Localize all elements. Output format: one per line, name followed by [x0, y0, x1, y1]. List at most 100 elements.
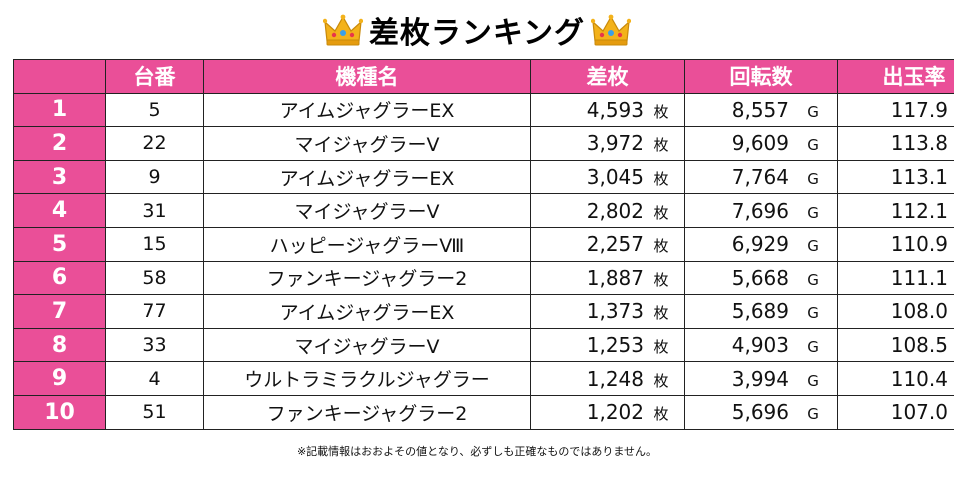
payout-rate-unit: %: [948, 135, 954, 155]
sa-unit: 枚: [653, 237, 669, 256]
rank-cell: 9: [13, 361, 106, 396]
payout-rate-unit: %: [948, 270, 954, 290]
payout-rate-unit: %: [948, 102, 954, 122]
sa-value: 2,257: [586, 232, 644, 257]
payout-rate-value: 108.5: [890, 333, 948, 358]
payout-rate-value: 117.9: [890, 97, 948, 122]
crown-icon: [591, 14, 632, 46]
payout-rate-unit: %: [948, 203, 954, 223]
sa-unit: 枚: [653, 338, 669, 357]
payout-rate-value: 113.8: [890, 131, 948, 156]
spins-cell: 9,609 G: [684, 126, 838, 161]
crown-icon: [322, 14, 363, 46]
rank-cell: 3: [13, 159, 106, 195]
machine-name-cell: ウルトラミラクルジャグラー: [203, 361, 531, 396]
rank-cell: 8: [13, 327, 106, 363]
spins-unit: G: [807, 405, 819, 424]
spins-unit: G: [807, 136, 819, 155]
sa-unit: 枚: [653, 304, 669, 323]
sa-value: 1,373: [586, 299, 644, 324]
payout-rate-value: 111.1: [890, 265, 948, 290]
payout-rate-cell: 108.0%: [837, 294, 954, 329]
sa-unit: 枚: [653, 136, 669, 155]
payout-rate-value: 107.0: [890, 400, 948, 425]
spins-value: 7,696: [731, 198, 789, 223]
sa-value: 3,045: [586, 165, 644, 190]
spins-value: 3,994: [731, 366, 789, 391]
machine-number-cell: 58: [105, 260, 204, 296]
machine-number-cell: 5: [105, 92, 204, 128]
machine-name-cell: アイムジャグラーEX: [203, 92, 531, 128]
sa-cell: 4,593 枚: [530, 92, 685, 128]
payout-rate-cell: 110.9%: [837, 226, 954, 262]
sa-cell: 1,248 枚: [530, 361, 685, 396]
machine-name-cell: ファンキージャグラー2: [203, 394, 531, 430]
payout-rate-cell: 117.9%: [837, 92, 954, 128]
spins-value: 5,668: [731, 265, 789, 290]
sa-cell: 1,887 枚: [530, 260, 685, 296]
spins-unit: G: [807, 102, 819, 121]
sa-unit: 枚: [653, 405, 669, 424]
sa-cell: 3,045 枚: [530, 159, 685, 195]
machine-number-cell: 15: [105, 226, 204, 262]
rank-cell: 1: [13, 92, 106, 128]
header-rank: [13, 59, 106, 94]
spins-cell: 5,689 G: [684, 294, 838, 329]
header-sa: 差枚: [530, 59, 685, 94]
rank-cell: 6: [13, 260, 106, 296]
sa-unit: 枚: [653, 203, 669, 222]
spins-unit: G: [807, 270, 819, 289]
sa-cell: 1,253 枚: [530, 327, 685, 363]
machine-name-cell: アイムジャグラーEX: [203, 294, 531, 329]
header-rate: 出玉率: [837, 59, 954, 94]
table-header-row: 台番 機種名 差枚 回転数 出玉率: [13, 59, 954, 94]
sa-cell: 2,257 枚: [530, 226, 685, 262]
rank-cell: 4: [13, 193, 106, 228]
machine-number-cell: 9: [105, 159, 204, 195]
machine-name-cell: マイジャグラーV: [203, 126, 531, 161]
ranking-table: 台番 機種名 差枚 回転数 出玉率 1 5 アイムジャグラーEX 4,593 枚 8,55…: [13, 59, 954, 430]
sa-cell: 1,373 枚: [530, 294, 685, 329]
spins-cell: 7,696 G: [684, 193, 838, 228]
spins-value: 9,609: [731, 131, 789, 156]
page-title: 差枚ランキング: [368, 16, 586, 51]
spins-unit: G: [807, 304, 819, 323]
spins-cell: 5,668 G: [684, 260, 838, 296]
payout-rate-unit: %: [948, 303, 954, 323]
spins-unit: G: [807, 170, 819, 189]
payout-rate-value: 113.1: [890, 165, 948, 190]
machine-name-cell: マイジャグラーV: [203, 193, 531, 228]
rank-cell: 2: [13, 126, 106, 161]
spins-value: 4,903: [731, 333, 789, 358]
sa-value: 1,202: [586, 400, 644, 425]
spins-value: 5,696: [731, 400, 789, 425]
spins-unit: G: [807, 237, 819, 256]
payout-rate-value: 108.0: [890, 299, 948, 324]
spins-value: 8,557: [731, 97, 789, 122]
sa-cell: 2,802 枚: [530, 193, 685, 228]
payout-rate-cell: 107.0%: [837, 394, 954, 430]
payout-rate-value: 110.4: [890, 366, 948, 391]
spins-cell: 3,994 G: [684, 361, 838, 396]
payout-rate-unit: %: [948, 337, 954, 357]
disclaimer-note: ※記載情報はおおよその値となり、必ずしも正確なものではありません。: [296, 445, 658, 458]
rank-cell: 7: [13, 294, 106, 329]
machine-name-cell: ファンキージャグラー2: [203, 260, 531, 296]
payout-rate-unit: %: [948, 236, 954, 256]
spins-cell: 5,696 G: [684, 394, 838, 430]
sa-cell: 3,972 枚: [530, 126, 685, 161]
payout-rate-unit: %: [948, 371, 954, 391]
machine-number-cell: 22: [105, 126, 204, 161]
machine-name-cell: ハッピージャグラーⅧ: [203, 226, 531, 262]
sa-unit: 枚: [653, 371, 669, 390]
payout-rate-cell: 111.1%: [837, 260, 954, 296]
